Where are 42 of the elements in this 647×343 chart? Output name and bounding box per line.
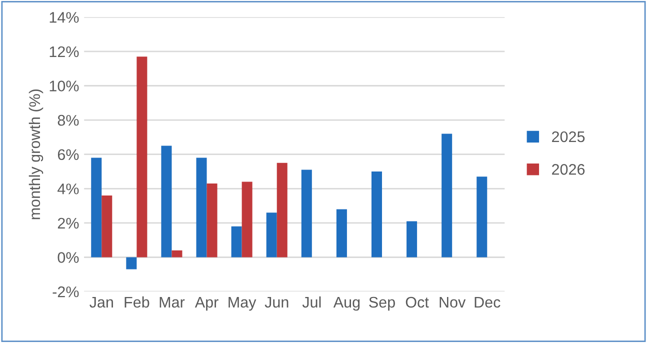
bar <box>161 146 172 258</box>
bar <box>406 221 418 258</box>
bar <box>301 170 312 258</box>
y-tick-label: 2% <box>58 218 79 229</box>
bar <box>196 158 207 258</box>
legend-label: 2026 <box>552 164 585 175</box>
bar <box>102 196 112 258</box>
bar <box>231 226 242 258</box>
y-tick-label: 0% <box>58 252 79 263</box>
y-axis-title: monthly growth (%) <box>28 89 44 220</box>
x-tick-label: Jun <box>264 296 288 308</box>
bar <box>242 182 252 258</box>
bar <box>91 158 102 258</box>
y-tick-label: 10% <box>50 80 79 92</box>
bar <box>336 209 347 258</box>
bar <box>126 257 137 270</box>
bar <box>371 172 382 258</box>
x-tick-label: Jan <box>90 296 113 308</box>
bar <box>136 56 148 258</box>
bar <box>172 250 182 258</box>
x-tick-label: Oct <box>406 296 429 308</box>
x-tick-label: Apr <box>194 296 218 311</box>
bar <box>206 184 218 258</box>
y-tick-label: 14% <box>50 12 79 23</box>
y-tick-label: 12% <box>50 46 79 58</box>
x-tick-label: May <box>228 296 256 311</box>
x-tick-label: Feb <box>124 296 150 308</box>
y-tick-label: 6% <box>58 149 79 160</box>
x-tick-label: Sep <box>369 296 395 311</box>
bar <box>276 162 288 258</box>
y-tick-label: 8% <box>58 114 79 126</box>
bar <box>442 134 452 258</box>
x-tick-label: Jul <box>302 296 321 308</box>
bar <box>266 212 277 258</box>
y-tick-label: 4% <box>58 184 79 194</box>
x-tick-label: Nov <box>440 296 466 308</box>
x-tick-label: Mar <box>160 296 185 308</box>
legend-label: 2025 <box>552 131 585 142</box>
y-tick-label: -2% <box>52 286 79 298</box>
x-tick-label: Aug <box>333 296 360 311</box>
x-tick-label: Dec <box>474 296 500 308</box>
bar <box>476 176 488 258</box>
